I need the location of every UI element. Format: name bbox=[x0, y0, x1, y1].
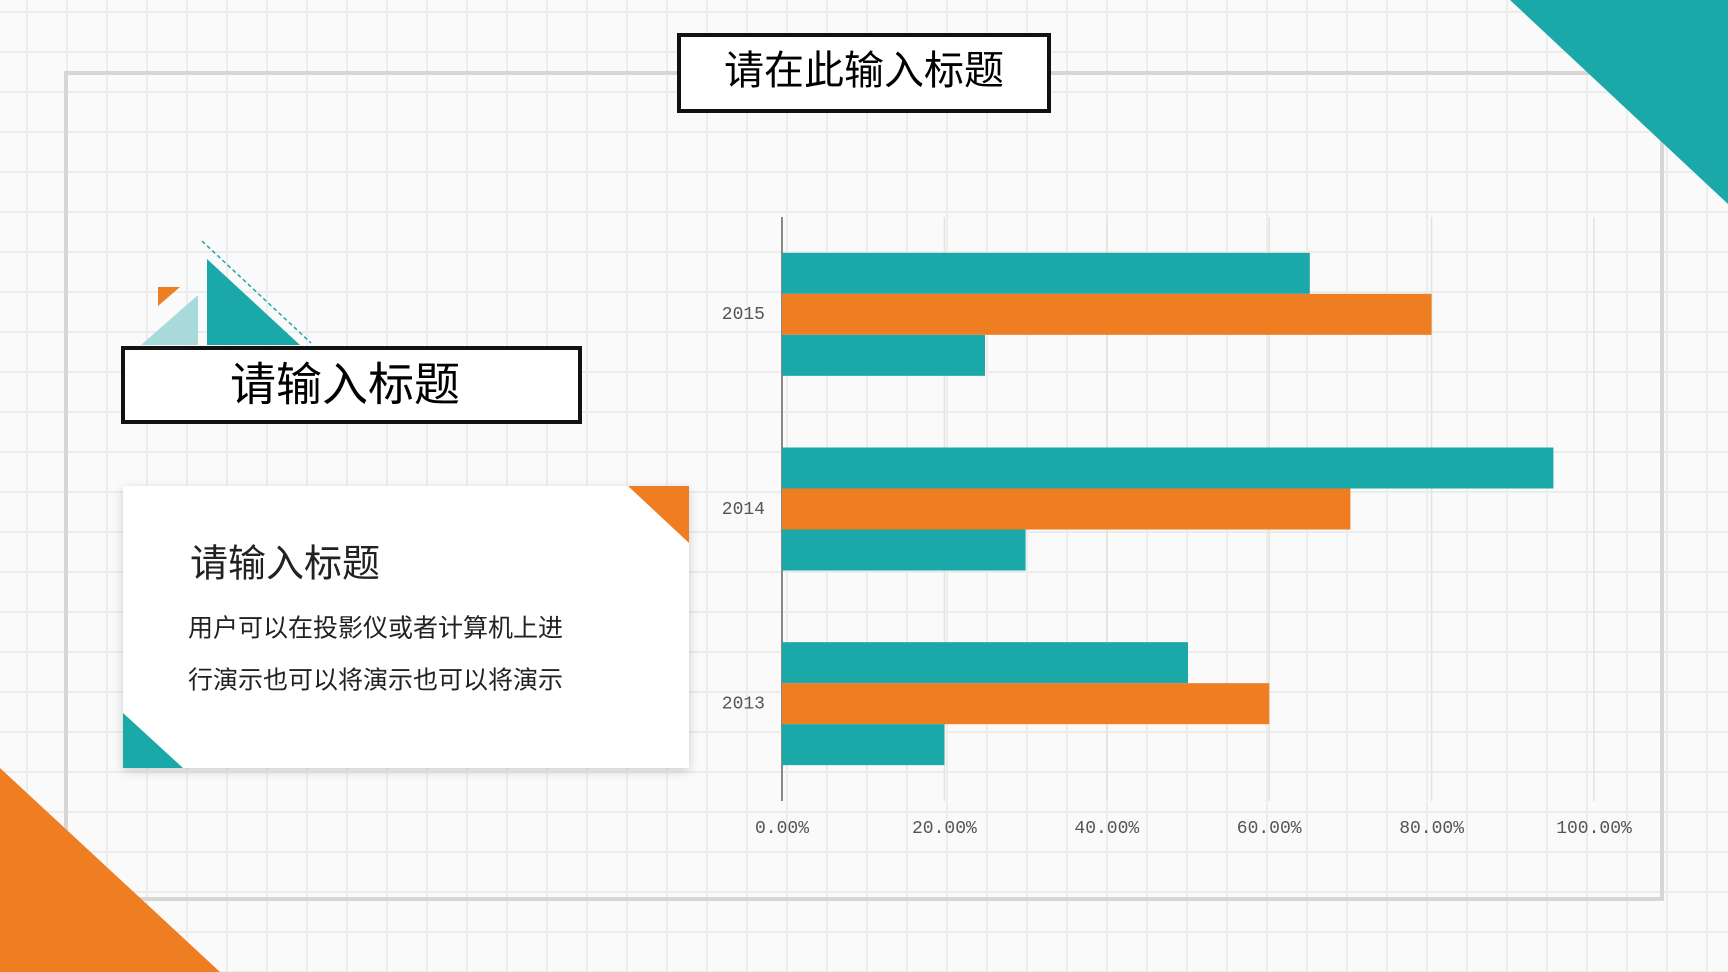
corner-triangle bbox=[0, 768, 220, 972]
section-title: 请输入标题 bbox=[230, 360, 460, 411]
decor-triangle bbox=[158, 287, 180, 306]
slide-title: 请在此输入标题 bbox=[724, 48, 1004, 93]
x-tick-label: 100.00% bbox=[1556, 819, 1632, 839]
x-tick-label: 20.00% bbox=[912, 819, 977, 839]
card-text: 用户可以在投影仪或者计算机上进 bbox=[188, 615, 563, 643]
y-tick-label: 2015 bbox=[722, 305, 765, 325]
title-box bbox=[677, 33, 1051, 113]
corner-triangle bbox=[1510, 0, 1728, 204]
decor-line bbox=[201, 240, 312, 344]
bar bbox=[782, 642, 1188, 684]
card-corner bbox=[628, 486, 689, 543]
bar bbox=[782, 252, 1310, 294]
card bbox=[123, 486, 689, 768]
x-tick-label: 80.00% bbox=[1399, 819, 1464, 839]
bar bbox=[782, 334, 985, 376]
y-tick-label: 2014 bbox=[722, 500, 765, 520]
x-tick-label: 0.00% bbox=[755, 819, 809, 839]
bar bbox=[782, 488, 1351, 530]
chart: 0.00% 20.00% 40.00% 60.00% 80.00% 100.00% 2015… bbox=[722, 217, 1632, 839]
bar bbox=[782, 529, 1026, 571]
bar bbox=[782, 447, 1554, 489]
y-tick-label: 2013 bbox=[722, 694, 765, 714]
card-text: 行演示也可以将演示也可以将演示 bbox=[188, 667, 563, 695]
card-title: 请输入标题 bbox=[190, 544, 380, 586]
bar bbox=[782, 683, 1270, 725]
decor-triangle bbox=[207, 259, 300, 345]
x-tick-label: 60.00% bbox=[1237, 819, 1302, 839]
card-body bbox=[123, 486, 689, 768]
bar bbox=[782, 293, 1432, 335]
section-box bbox=[121, 346, 582, 424]
x-tick-label: 40.00% bbox=[1074, 819, 1139, 839]
decor-triangle bbox=[141, 295, 198, 345]
card-corner bbox=[123, 713, 183, 768]
bar bbox=[782, 724, 945, 766]
